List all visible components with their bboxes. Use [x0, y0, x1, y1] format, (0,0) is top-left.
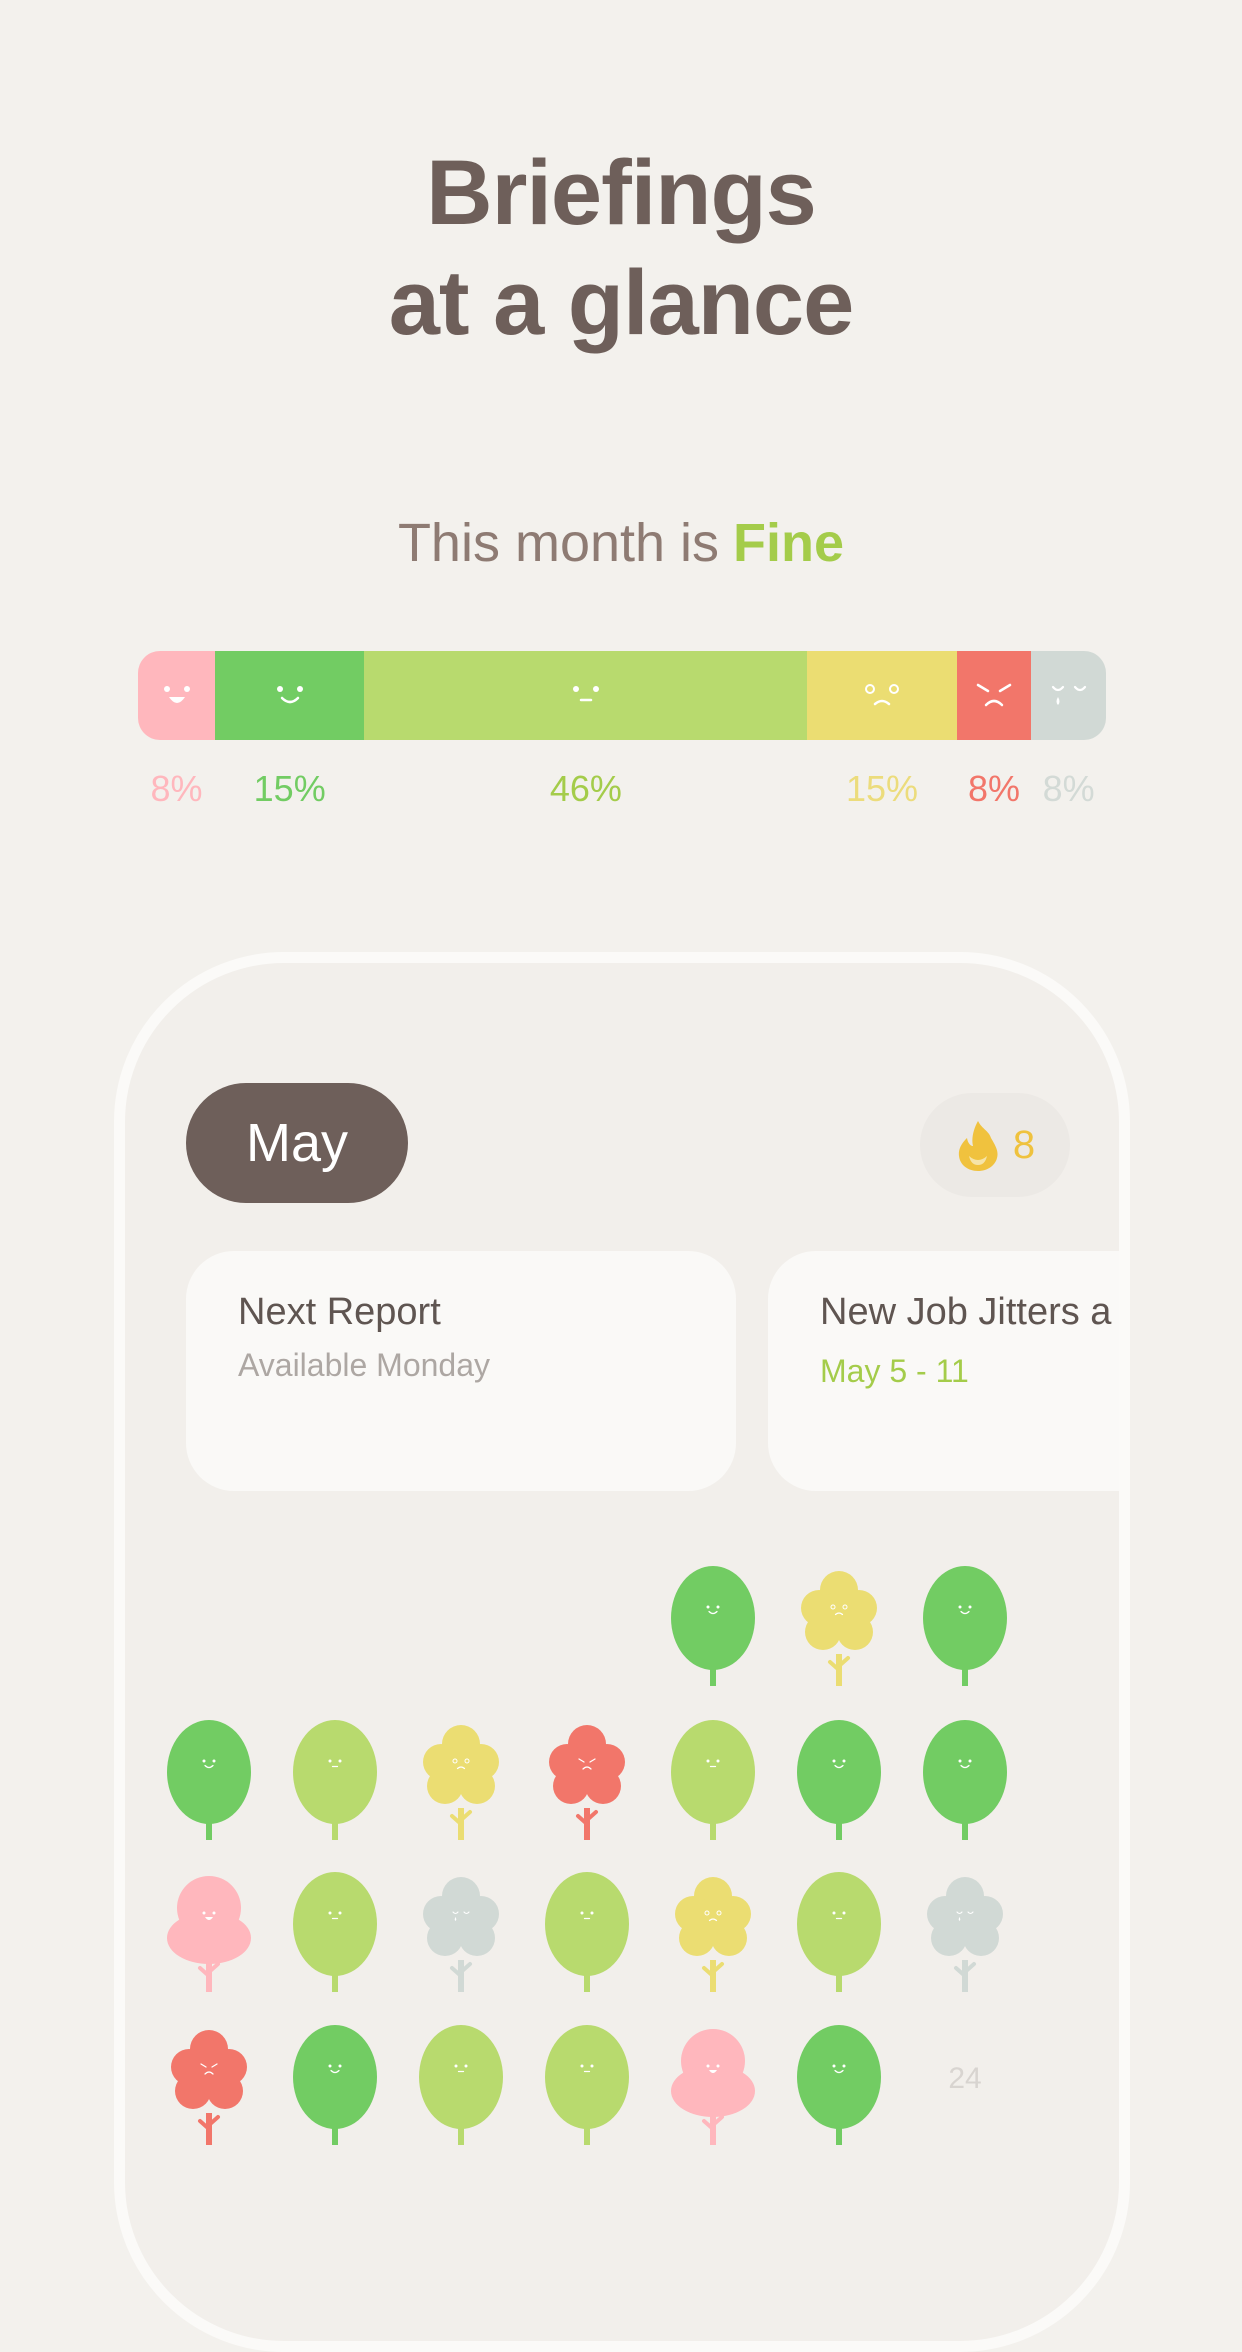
card-date: May 5 - 11 — [820, 1353, 969, 1389]
mood-percent-great: 8% — [150, 768, 203, 809]
mood-segment-meh — [807, 651, 957, 740]
day-13-awful-tree[interactable] — [419, 1872, 503, 1999]
mood-segment-great — [138, 651, 216, 740]
mood-percent-labels: 8% 15% 46% 15% 8% 8% — [138, 768, 1106, 818]
mood-percent-good: 15% — [253, 768, 326, 809]
card-title: New Job Jitters a Weekend Bliss — [820, 1291, 1119, 1333]
day-10-good-tree[interactable] — [923, 1720, 1007, 1847]
day-8-fine-tree[interactable] — [671, 1720, 755, 1847]
mood-face-good-icon — [276, 685, 303, 703]
card-subtitle: Available Monday — [238, 1347, 491, 1383]
month-summary-prefix: This month is — [397, 513, 720, 573]
day-11-great-tree[interactable] — [167, 1872, 251, 1999]
day-1-good-tree[interactable] — [671, 1566, 755, 1693]
day-12-fine-tree[interactable] — [293, 1872, 377, 1999]
weekly-report-card[interactable]: New Job Jitters a Weekend Bliss May 5 - … — [768, 1251, 1119, 1491]
day-14-fine-tree[interactable] — [545, 1872, 629, 1999]
mood-percent-fine: 46% — [549, 768, 622, 809]
month-summary: This month is Fine — [0, 512, 1242, 574]
day-2-meh-tree[interactable] — [797, 1566, 881, 1693]
mood-face-fine-icon — [572, 685, 599, 701]
day-20-fine-tree[interactable] — [419, 2025, 503, 2152]
phone-mockup: May 8 Next Report Available Monday New J… — [114, 952, 1130, 2352]
day-4-good-tree[interactable] — [167, 1720, 251, 1847]
mood-face-meh-icon — [865, 683, 900, 705]
mood-percent-meh: 15% — [846, 768, 919, 809]
day-15-meh-tree[interactable] — [671, 1872, 755, 1999]
headline-line-2: at a glance — [388, 252, 855, 354]
mood-face-bad-icon — [976, 683, 1012, 706]
mood-segment-good — [215, 651, 365, 740]
day-19-good-tree[interactable] — [293, 2025, 377, 2152]
mood-face-awful-icon — [1051, 685, 1086, 705]
day-9-good-tree[interactable] — [797, 1720, 881, 1847]
mood-segment-fine — [364, 651, 808, 740]
mood-percent-bad: 8% — [968, 768, 1021, 809]
mood-face-great-icon — [163, 685, 190, 703]
mood-percent-awful: 8% — [1042, 768, 1095, 809]
day-6-meh-tree[interactable] — [419, 1720, 503, 1847]
day-17-awful-tree[interactable] — [923, 1872, 1007, 1999]
next-report-card[interactable]: Next Report Available Monday — [186, 1251, 736, 1491]
day-16-fine-tree[interactable] — [797, 1872, 881, 1999]
mood-segment-bad — [956, 651, 1032, 740]
mood-segment-awful — [1031, 651, 1106, 740]
card-title: Next Report — [238, 1291, 441, 1333]
day-number-label[interactable]: 24 — [948, 2062, 982, 2095]
day-5-fine-tree[interactable] — [293, 1720, 377, 1847]
day-22-great-tree[interactable] — [671, 2025, 755, 2152]
headline: Briefings at a glance — [0, 138, 1242, 358]
month-selector-button[interactable]: May — [186, 1083, 408, 1203]
day-23-good-tree[interactable] — [797, 2025, 881, 2152]
day-18-bad-tree[interactable] — [167, 2025, 251, 2152]
streak-badge[interactable]: 8 — [920, 1093, 1070, 1197]
streak-count: 8 — [1012, 1122, 1036, 1167]
day-7-bad-tree[interactable] — [545, 1720, 629, 1847]
mood-distribution-bar — [138, 651, 1106, 740]
month-summary-mood: Fine — [733, 513, 845, 573]
flame-icon — [958, 1121, 998, 1171]
headline-line-1: Briefings — [426, 142, 817, 244]
day-3-good-tree[interactable] — [923, 1566, 1007, 1693]
day-21-fine-tree[interactable] — [545, 2025, 629, 2152]
